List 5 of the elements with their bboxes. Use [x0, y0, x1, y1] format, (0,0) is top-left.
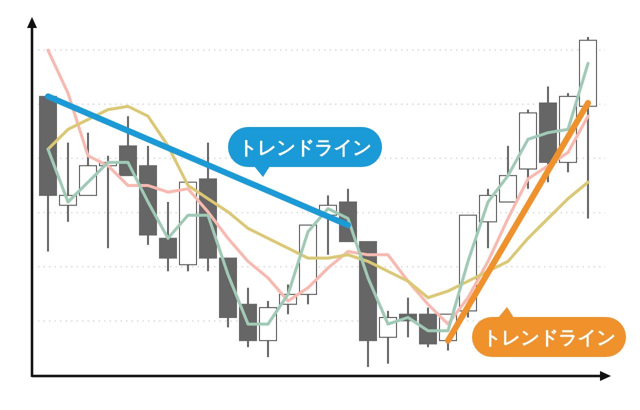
- annotation: トレンドライン: [238, 137, 372, 159]
- annotation: トレンドライン: [482, 327, 616, 349]
- candlestick: [159, 201, 177, 272]
- callout: トレンドライン: [228, 127, 382, 177]
- callout: トレンドライン: [472, 307, 626, 357]
